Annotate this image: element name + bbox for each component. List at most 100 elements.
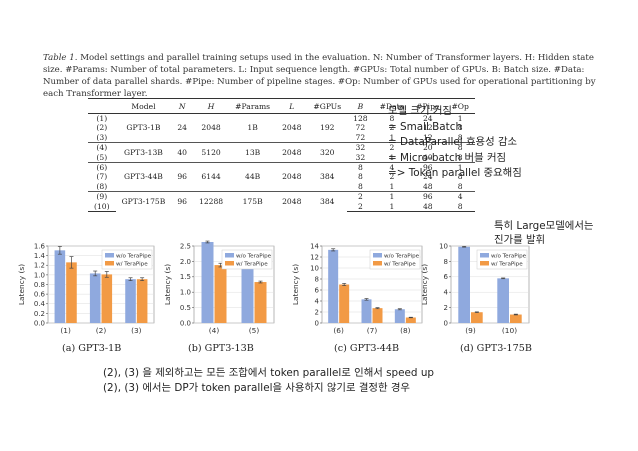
table-row: (9) GPT3-175B 96 12288 175B 2048 384 2 1 96 4 [88,191,475,212]
pipe-cell: 96 [410,191,446,202]
legend-box [369,249,421,270]
pipe-cell: 12 [422,123,433,133]
settings-table: Model N H #Params L #GPUs B #Data #Pipe … [88,98,475,213]
pipe-cell: 12 [422,132,433,142]
setup-id-cell: (5) [96,152,108,162]
y-tick-label: 10 [439,242,448,250]
bar-without-terapipe [458,246,470,323]
legend-label-without: w/o TeraPipe [116,254,152,260]
annotation-line: = Small Batch [388,120,463,133]
setup-id-cell: (7) [96,172,108,182]
y-tick-label: 2.5 [180,242,191,250]
y-tick-label: 1.5 [180,273,191,281]
bar-without-terapipe [54,250,66,323]
annotation-line: 모델 크기 커짐 [388,105,452,117]
model-cell: GPT3-175B [115,191,172,212]
legend-box [221,249,273,270]
y-tick-label: 1.4 [34,252,46,260]
subcaption-c: (c) GPT3-44B [334,343,400,354]
y-axis-label: Latency (s) [163,264,172,305]
gpus-cell: 384 [307,162,348,192]
batch-cell: 32 [355,152,366,162]
annotation-line: (2), (3) 에서는 DP가 token parallel을 사용하지 않기… [103,382,410,394]
legend-label-without: w/o TeraPipe [384,254,420,260]
model-cell: GPT3-44B [115,162,172,192]
setup-id-cell: (9) [88,191,116,202]
y-tick-label: 4 [315,297,320,305]
col-header-gpus: #GPUs [307,98,348,114]
data-cell: 1 [373,191,411,202]
gpus-cell: 384 [307,191,348,212]
setup-id-cell: (2) [96,123,108,133]
op-cell: 8 [457,123,463,133]
pipe-cell: 48 [422,181,433,191]
y-tick-label: 1.0 [180,289,191,297]
hidden-cell: 12288 [192,191,230,212]
subcaption-d: (d) GPT3-175B [460,343,532,354]
legend-swatch-without [105,253,114,258]
col-header-model: Model [115,98,172,114]
table-row: (4) GPT3-13B 40 5120 13B 2048 320 32 2 20 8 [88,142,475,163]
bar-without-terapipe [125,279,136,323]
y-tick-label: 12 [310,253,319,261]
bar-with-terapipe [101,274,113,323]
y-tick-label: 0.0 [180,319,191,327]
y-tick-label: 2.0 [180,258,191,266]
data-cell: 1 [389,132,395,142]
bar-with-terapipe [372,308,383,323]
y-tick-label: 0.2 [34,310,45,318]
col-header-id [88,98,116,114]
pipe-cell: 24 [410,113,446,124]
annotation-large-model: 특히 Large모델에서는 진가를 발휘 [494,219,593,247]
y-tick-label: 0.4 [34,300,46,308]
batch-cell: 8 [357,181,363,191]
data-cell: 1 [373,201,411,213]
hidden-cell: 2048 [192,112,230,143]
data-cell: 1 [389,152,395,162]
y-tick-label: 0.0 [34,319,45,327]
x-tick-label: (8) [400,326,411,335]
y-tick-label: 2 [315,308,319,316]
y-tick-label: 6 [444,273,449,281]
seqlen-cell: 2048 [276,191,308,212]
legend-label-without: w/o TeraPipe [491,254,527,260]
batch-cell: 8 [357,172,363,182]
y-tick-label: 1.2 [34,262,45,270]
y-axis-label: Latency (s) [291,264,300,305]
setup-id-cell: (10) [88,201,116,213]
table-row: (1) GPT3-1B 24 2048 1B 2048 192 128 8 24 1 [88,112,475,143]
subcaption-b: (b) GPT3-13B [188,343,254,354]
x-tick-label: (6) [333,326,344,335]
annotation-line: => Token parallel 중요해짐 [388,167,522,179]
legend-box [476,249,528,270]
data-cell: 1 [389,181,395,191]
pipe-cell: 40 [422,152,433,162]
annotation-model-size: 모델 크기 커짐 = Small Batch = DataParallel 효용… [388,104,522,182]
setup-id-cell: (6) [88,162,116,173]
x-tick-label: (9) [465,326,476,335]
bar-without-terapipe [394,309,405,323]
hidden-cell: 5120 [192,142,230,163]
op-cell: 1 [445,113,475,124]
op-cell: 1 [445,162,475,173]
legend-label-without: w/o TeraPipe [236,254,272,260]
layers-cell: 96 [171,191,193,212]
bar-without-terapipe [89,273,101,323]
x-tick-label: (1) [60,326,71,335]
legend-swatch-with [105,261,114,266]
data-cell: 4 [373,162,411,173]
col-header-l: L [276,98,308,114]
legend-label-with: w/ TeraPipe [384,262,416,268]
col-header-data: #Data [373,98,411,114]
col-header-h: H [192,98,230,114]
data-cell: 2 [373,142,411,153]
table-row: (5) 32 1 40 8 [88,153,475,163]
x-tick-label: (5) [249,326,260,335]
gpus-cell: 320 [307,142,348,163]
data-cell: 2 [389,123,395,133]
data-cell: 8 [373,113,411,124]
batch-cell: 72 [355,132,366,142]
y-tick-label: 10 [310,264,319,272]
op-cell: 8 [445,142,475,153]
